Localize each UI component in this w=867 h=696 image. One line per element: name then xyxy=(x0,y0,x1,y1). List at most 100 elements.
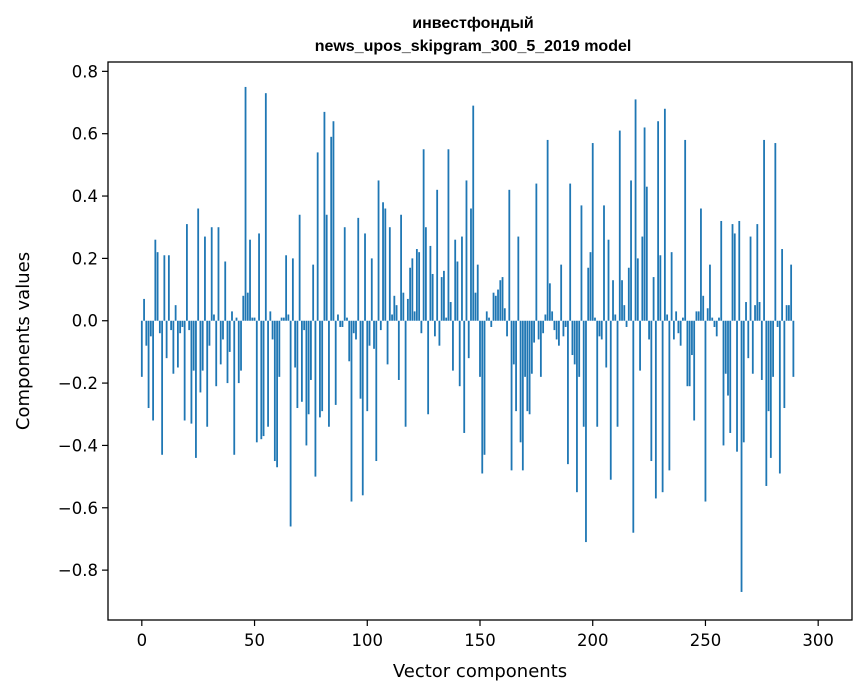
bar xyxy=(688,320,691,387)
bar xyxy=(424,227,427,321)
bar xyxy=(585,320,587,543)
bar xyxy=(400,214,402,321)
bar xyxy=(492,292,495,321)
bar xyxy=(382,202,384,321)
bar xyxy=(603,205,605,321)
bar xyxy=(483,320,486,455)
bar xyxy=(258,233,260,321)
bar xyxy=(476,264,479,321)
bar xyxy=(422,149,425,321)
bar xyxy=(359,320,362,399)
bar xyxy=(222,320,224,340)
bar xyxy=(485,311,488,321)
bar xyxy=(310,320,312,380)
bar xyxy=(341,320,344,327)
bar xyxy=(652,277,655,321)
bar xyxy=(722,320,725,446)
bar xyxy=(140,320,143,377)
x-tick-label: 50 xyxy=(244,631,265,650)
bar xyxy=(269,311,272,321)
bar xyxy=(197,208,200,321)
bar xyxy=(648,320,650,340)
bar xyxy=(249,239,251,321)
bar xyxy=(330,136,333,321)
bar xyxy=(352,320,355,334)
y-tick-label: −0.2 xyxy=(58,374,98,393)
bar xyxy=(582,320,585,427)
bar xyxy=(740,320,743,592)
bar xyxy=(663,108,666,321)
bar xyxy=(470,208,472,321)
bar xyxy=(215,320,218,387)
bar xyxy=(758,302,761,321)
bar xyxy=(170,320,173,331)
bar xyxy=(278,320,281,377)
bar xyxy=(548,283,551,321)
bar xyxy=(530,320,533,374)
x-tick-label: 300 xyxy=(802,631,834,650)
bar xyxy=(751,320,754,374)
bar xyxy=(458,320,461,387)
bar xyxy=(589,252,592,321)
bar xyxy=(242,295,245,321)
bar xyxy=(781,249,784,321)
bar xyxy=(747,320,750,359)
bar xyxy=(154,239,157,321)
bar xyxy=(598,320,601,337)
bar xyxy=(745,302,747,321)
bar xyxy=(625,320,628,327)
bar xyxy=(515,320,517,412)
bar xyxy=(343,227,346,321)
bar xyxy=(251,317,254,321)
bar xyxy=(763,139,765,321)
bar xyxy=(449,302,452,321)
bar xyxy=(506,320,508,337)
bar xyxy=(754,305,756,321)
bar xyxy=(440,277,443,321)
bar xyxy=(337,314,339,321)
bar xyxy=(213,314,215,321)
bar xyxy=(718,317,720,321)
bar xyxy=(727,320,729,396)
bar xyxy=(695,311,698,321)
bar xyxy=(578,320,581,377)
bar xyxy=(666,314,669,321)
bar xyxy=(551,311,554,321)
bar xyxy=(596,320,599,427)
bar xyxy=(510,320,513,471)
bar xyxy=(361,320,364,496)
bar xyxy=(790,264,793,321)
bar xyxy=(402,292,405,321)
bar xyxy=(321,320,324,412)
bar xyxy=(767,320,770,412)
bar xyxy=(375,320,378,462)
bar xyxy=(594,317,596,321)
x-tick-label: 100 xyxy=(352,631,384,650)
bar xyxy=(499,280,502,321)
bar xyxy=(386,320,389,365)
bar xyxy=(411,258,414,321)
bar xyxy=(443,270,445,321)
bar xyxy=(319,320,321,418)
bar xyxy=(161,320,164,455)
y-axis-label: Components values xyxy=(13,252,34,430)
bar xyxy=(195,320,197,458)
bar xyxy=(497,289,499,321)
chart-title-line-1: инвестфондый xyxy=(412,15,533,32)
bar xyxy=(479,320,481,377)
bar xyxy=(188,320,191,331)
bar xyxy=(546,139,549,321)
bar xyxy=(512,320,515,365)
bar xyxy=(700,208,702,321)
bar xyxy=(255,320,258,443)
bar xyxy=(677,320,680,334)
bar xyxy=(454,239,457,321)
bar xyxy=(614,314,617,321)
x-tick-label: 200 xyxy=(577,631,609,650)
bar xyxy=(481,320,484,474)
bar xyxy=(542,320,545,334)
bar xyxy=(474,292,477,321)
bar xyxy=(145,320,148,346)
bar xyxy=(636,258,639,321)
